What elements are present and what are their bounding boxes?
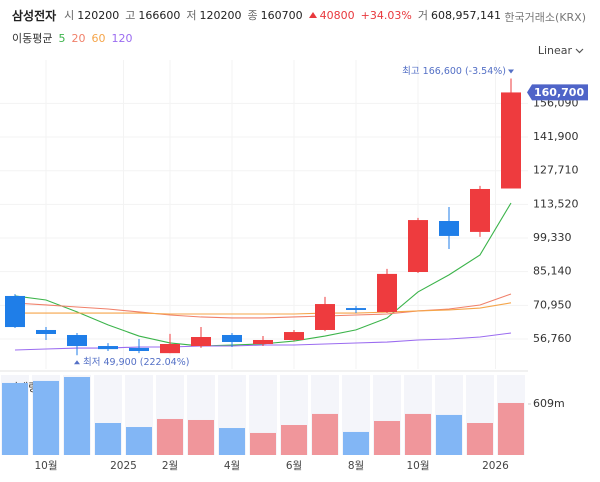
y-tick-label: 70,950: [533, 298, 572, 311]
ma-legend-item[interactable]: 5: [58, 31, 66, 45]
close-value: 160700: [260, 8, 303, 22]
ma-line: [14, 202, 512, 347]
candle-body: [284, 332, 304, 340]
volume-bar: [64, 377, 90, 455]
candle-body: [346, 308, 366, 310]
volume-bar: [374, 420, 400, 455]
low-annotation: 최저 49,900 (222.04%): [83, 357, 189, 368]
ma-legend-item[interactable]: 120: [111, 31, 133, 45]
candle-body: [222, 334, 242, 342]
y-tick-label: 127,710: [533, 164, 579, 177]
volume-bar: [188, 419, 214, 455]
high-label: 고: [125, 9, 136, 22]
x-tick-label: 6월: [286, 460, 302, 472]
candle-body: [98, 346, 118, 350]
ma-line: [15, 302, 512, 315]
volume-bar: [157, 418, 183, 455]
candle-body: [501, 92, 521, 189]
x-tick-label: 10월: [34, 460, 57, 472]
candle-body: [439, 221, 459, 236]
candle-body: [470, 188, 490, 232]
candle-body: [67, 334, 87, 347]
volume-tick-label: 609m: [533, 397, 565, 410]
volume-bar: [95, 423, 121, 455]
y-tick-label: 99,330: [533, 231, 572, 244]
x-tick-label: 4월: [224, 460, 240, 472]
volume-label: 거: [417, 9, 428, 22]
scale-menu-chevron: [575, 48, 584, 54]
candle-body: [160, 344, 180, 354]
volume-bar: [436, 414, 462, 455]
low-label: 저: [186, 9, 197, 22]
last-price-label: 160,700: [534, 86, 584, 99]
candle-body: [5, 295, 25, 328]
volume-bar: [250, 432, 276, 455]
volume-bar: [126, 427, 152, 455]
volume-bar: [498, 402, 524, 455]
x-tick-label: 8월: [348, 460, 364, 472]
ma-legend-item[interactable]: 20: [71, 31, 86, 45]
stock-name: 삼성전자: [12, 8, 57, 23]
ma-legend-title: 이동평균: [12, 32, 53, 45]
candle-body: [253, 339, 273, 345]
change-percent: +34.03%: [360, 8, 412, 22]
quote-header: 삼성전자 시 120200 고 166600 저 120200 종 160700…: [12, 7, 507, 23]
low-value: 120200: [199, 8, 242, 22]
open-label: 시: [64, 9, 75, 22]
scale-menu[interactable]: Linear: [537, 44, 572, 57]
y-tick-label: 85,140: [533, 265, 572, 278]
low-marker: [74, 360, 80, 365]
x-tick-label: 2025: [110, 460, 137, 472]
exchange-name: 한국거래소(KRX): [504, 11, 586, 24]
volume-bar: [405, 413, 431, 455]
candle-body: [408, 220, 428, 273]
high-marker: [508, 69, 514, 74]
volume-bar: [467, 423, 493, 455]
volume-value: 608,957,141: [430, 8, 501, 22]
up-arrow: [308, 12, 317, 18]
volume-bar: [281, 425, 307, 455]
high-value: 166600: [138, 8, 181, 22]
close-label: 종: [247, 9, 258, 22]
candle-body: [36, 329, 56, 334]
change-value: 40800: [319, 8, 355, 22]
last-price-tag: [527, 84, 588, 101]
high-annotation: 최고 166,600 (-3.54%): [402, 66, 506, 77]
open-value: 120200: [77, 8, 120, 22]
x-tick-label: 10월: [406, 460, 429, 472]
candle-body: [129, 347, 149, 352]
volume-bar: [33, 380, 59, 455]
volume-bar: [219, 428, 245, 455]
y-tick-label: 56,760: [533, 332, 572, 345]
volume-bar: [312, 413, 338, 455]
candle-body: [191, 337, 211, 347]
volume-bar: [2, 382, 28, 455]
x-tick-label: 2월: [162, 460, 178, 472]
y-tick-label: 113,520: [533, 197, 579, 210]
ma-legend-item[interactable]: 60: [91, 31, 106, 45]
ma-legend[interactable]: 이동평균 5 20 60 120: [12, 30, 138, 46]
candle-body: [315, 304, 335, 330]
y-tick-label: 141,900: [533, 130, 579, 143]
x-tick-label: 2026: [482, 460, 509, 472]
candle-body: [377, 273, 397, 312]
volume-bar: [343, 431, 369, 455]
